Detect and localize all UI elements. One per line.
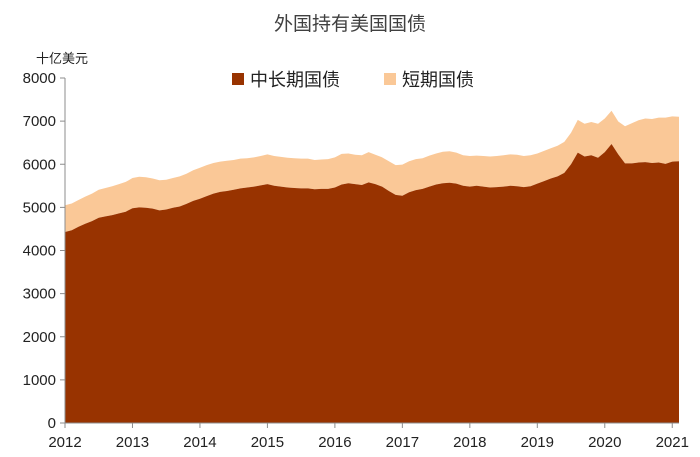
x-tick-label: 2020	[588, 434, 621, 451]
y-tick-label: 5000	[23, 199, 56, 216]
x-axis: 2012 2013 2014 2015 2016 2017 2018 2019 2020 2021	[48, 422, 689, 451]
y-tick-label: 4000	[23, 243, 56, 260]
series-area-short-term	[65, 110, 679, 232]
y-tick-label: 6000	[23, 156, 56, 173]
legend-swatch-long-term	[232, 73, 244, 85]
legend: 中长期国债 短期国债	[232, 70, 474, 91]
legend-swatch-short-term	[384, 73, 396, 85]
x-tick-label: 2019	[521, 434, 554, 451]
plot-area	[65, 110, 679, 424]
y-tick-label: 1000	[23, 372, 56, 389]
x-tick-label: 2014	[183, 434, 216, 451]
x-tick-label: 2021	[656, 434, 689, 451]
y-tick-label: 7000	[23, 113, 56, 130]
x-tick-label: 2017	[386, 434, 419, 451]
x-tick-label: 2016	[318, 434, 351, 451]
y-tick-label: 3000	[23, 286, 56, 303]
x-tick-label: 2015	[251, 434, 284, 451]
legend-label-long-term: 中长期国债	[250, 70, 340, 91]
y-axis: 0 1000 2000 3000 4000 5000 6000 7000 8000	[23, 70, 66, 432]
y-axis-unit-label: 十亿美元	[36, 52, 88, 67]
series-area-long-term	[65, 143, 679, 424]
x-tick-label: 2012	[48, 434, 81, 451]
x-tick-label: 2018	[453, 434, 486, 451]
y-tick-label: 2000	[23, 329, 56, 346]
y-tick-label: 0	[48, 415, 56, 432]
x-tick-label: 2013	[116, 434, 149, 451]
y-tick-label: 8000	[23, 70, 56, 87]
legend-label-short-term: 短期国债	[402, 70, 474, 91]
chart-title: 外国持有美国国债	[274, 13, 426, 35]
